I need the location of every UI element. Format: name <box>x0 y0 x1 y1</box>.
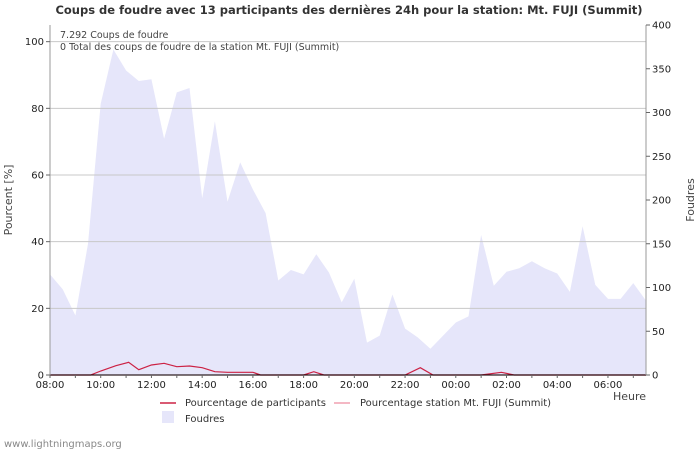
xtick-label-6: 20:00 <box>340 380 369 391</box>
x-axis-label: Heure <box>613 390 646 403</box>
info-line-strikes: 7.292 Coups de foudre <box>60 30 168 41</box>
ytick-left-label-60: 60 <box>31 171 44 182</box>
xtick-label-11: 06:00 <box>594 380 623 391</box>
ytick-left-label-100: 100 <box>25 37 44 48</box>
xtick-label-2: 12:00 <box>137 380 166 391</box>
ytick-right-label-200: 200 <box>652 196 671 207</box>
y-axis-left-label: Pourcent [%] <box>2 165 15 236</box>
legend-swatch-foudres <box>162 411 174 423</box>
foudres-area <box>50 49 646 375</box>
ytick-right-label-100: 100 <box>652 283 671 294</box>
chart-title: Coups de foudre avec 13 participants des… <box>55 3 642 17</box>
ytick-right-label-150: 150 <box>652 239 671 250</box>
info-line-station-total: 0 Total des coups de foudre de la statio… <box>60 42 339 53</box>
ytick-left-label-40: 40 <box>31 237 44 248</box>
xtick-label-9: 02:00 <box>492 380 521 391</box>
y-ticks-right: 0 50 100 150 200 250 300 350 400 <box>646 21 671 382</box>
xtick-label-3: 14:00 <box>188 380 217 391</box>
ytick-left-label-80: 80 <box>31 104 44 115</box>
ytick-left-label-20: 20 <box>31 304 44 315</box>
x-ticks: 08:00 10:00 12:00 14:00 16:00 18:00 20:00 22:00… <box>36 375 634 391</box>
legend-label-participants: Pourcentage de participants <box>185 398 326 409</box>
y-ticks-left: 0 20 40 60 80 100 <box>25 37 50 382</box>
foudres-area-layer <box>50 49 646 375</box>
xtick-label-5: 18:00 <box>289 380 318 391</box>
ytick-right-label-250: 250 <box>652 152 671 163</box>
xtick-label-7: 22:00 <box>391 380 420 391</box>
xtick-label-1: 10:00 <box>86 380 115 391</box>
xtick-label-4: 16:00 <box>238 380 267 391</box>
legend-label-foudres: Foudres <box>185 414 224 425</box>
footer-credit: www.lightningmaps.org <box>4 439 122 450</box>
ytick-right-label-300: 300 <box>652 108 671 119</box>
ytick-right-label-350: 350 <box>652 64 671 75</box>
xtick-label-10: 04:00 <box>543 380 572 391</box>
ytick-right-label-50: 50 <box>652 327 665 338</box>
y-axis-right-label: Foudres <box>684 178 697 222</box>
ytick-right-label-0: 0 <box>652 371 658 382</box>
xtick-label-8: 00:00 <box>441 380 470 391</box>
legend: Pourcentage de participants Pourcentage … <box>160 398 551 425</box>
ytick-right-label-400: 400 <box>652 21 671 32</box>
participants-percentage-line <box>50 361 646 376</box>
ytick-left-label-0: 0 <box>38 371 44 382</box>
legend-label-station: Pourcentage station Mt. FUJI (Summit) <box>360 398 551 409</box>
gridlines <box>50 41 646 309</box>
xtick-label-0: 08:00 <box>36 380 65 391</box>
